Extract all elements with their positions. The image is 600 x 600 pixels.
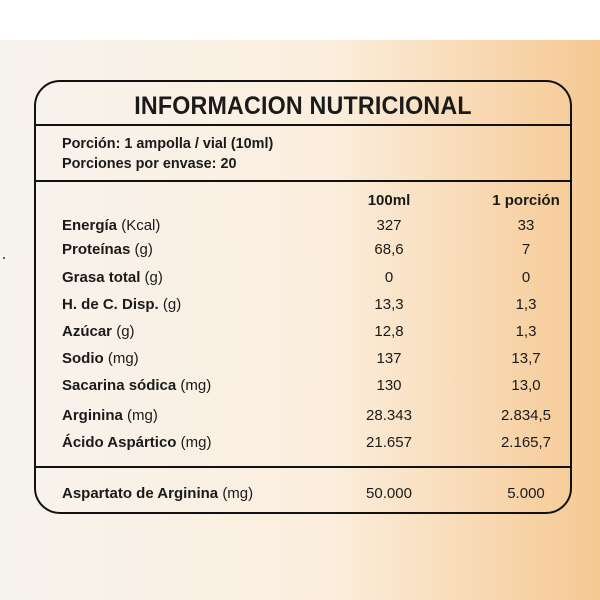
value-portion: 5.000	[507, 485, 545, 502]
footer-row: Aspartato de Arginina (mg) 50.000 5.000	[36, 482, 570, 506]
nutrient-unit: (mg)	[107, 350, 139, 367]
portion-size: Porción: 1 ampolla / vial (10ml)	[62, 135, 274, 152]
value-portion: 0	[521, 269, 531, 286]
nutrient-unit: (g)	[116, 323, 135, 340]
nutrient-unit: (mg)	[222, 485, 254, 502]
divider-serving	[36, 180, 570, 182]
nutrient-name: Arginina	[62, 407, 123, 424]
value-100ml: 50.000	[366, 485, 412, 502]
value-portion: 7	[521, 241, 531, 258]
nutrient-table: 100ml 1 porción Energía (Kcal) 327 33 Pr…	[36, 82, 570, 512]
value-100ml: 21.657	[366, 434, 412, 451]
nutrient-unit: (mg)	[180, 377, 212, 394]
nutrient-unit: (mg)	[127, 407, 158, 424]
nutrient-unit: (mg)	[180, 434, 212, 451]
divider-title	[36, 124, 570, 126]
nutrient-name: Sodio	[62, 350, 104, 367]
nutrition-facts-panel: INFORMACION NUTRICIONAL Porción: 1 ampol…	[34, 80, 572, 514]
divider-footer	[36, 466, 570, 468]
value-100ml: 68,6	[374, 241, 404, 258]
servings-per-container: Porciones por envase: 20	[62, 155, 237, 172]
panel-title: INFORMACION NUTRICIONAL	[134, 92, 472, 120]
table-row: Azúcar (g) 12,8 1,3	[36, 320, 570, 344]
nutrient-unit: (g)	[144, 269, 163, 286]
value-portion: 2.834,5	[500, 407, 552, 424]
column-header-portion: 1 porción	[492, 192, 560, 209]
value-portion: 2.165,7	[500, 434, 552, 451]
table-row: Arginina (mg) 28.343 2.834,5	[36, 404, 570, 428]
value-100ml: 0	[384, 269, 394, 286]
value-portion: 1,3	[515, 296, 537, 313]
nutrient-name: Grasa total	[62, 269, 141, 286]
table-row: Sodio (mg) 137 13,7	[36, 347, 570, 371]
value-100ml: 137	[376, 350, 402, 367]
table-row: H. de C. Disp. (g) 13,3 1,3	[36, 293, 570, 317]
nutrient-name: Aspartato de Arginina	[62, 485, 219, 502]
nutrient-unit: (Kcal)	[121, 217, 161, 234]
serving-info: Porción: 1 ampolla / vial (10ml) Porcion…	[62, 134, 282, 174]
nutrient-unit: (g)	[134, 241, 153, 258]
table-header: 100ml 1 porción	[36, 189, 570, 213]
nutrient-name: Energía	[62, 217, 118, 234]
value-portion: 1,3	[515, 323, 537, 340]
nutrient-name: Proteínas	[62, 241, 131, 258]
column-header-100ml: 100ml	[367, 192, 411, 209]
table-row: Grasa total (g) 0 0	[36, 266, 570, 290]
nutrient-name: Azúcar	[62, 323, 113, 340]
value-portion: 33	[517, 217, 535, 234]
value-portion: 13,7	[511, 350, 541, 367]
nutrient-name: H. de C. Disp.	[62, 296, 159, 313]
stray-dot	[3, 257, 5, 259]
background	[0, 40, 600, 600]
value-100ml: 130	[376, 377, 402, 394]
value-100ml: 28.343	[366, 407, 412, 424]
value-portion: 13,0	[511, 377, 541, 394]
value-100ml: 327	[376, 217, 402, 234]
nutrient-name: Sacarina sódica	[62, 377, 177, 394]
table-row: Ácido Aspártico (mg) 21.657 2.165,7	[36, 431, 570, 455]
nutrient-unit: (g)	[162, 296, 182, 313]
table-row: Proteínas (g) 68,6 7	[36, 238, 570, 262]
value-100ml: 13,3	[374, 296, 404, 313]
value-100ml: 12,8	[374, 323, 404, 340]
table-row: Sacarina sódica (mg) 130 13,0	[36, 374, 570, 398]
nutrient-name: Ácido Aspártico	[62, 434, 177, 451]
table-row: Energía (Kcal) 327 33	[36, 214, 570, 238]
